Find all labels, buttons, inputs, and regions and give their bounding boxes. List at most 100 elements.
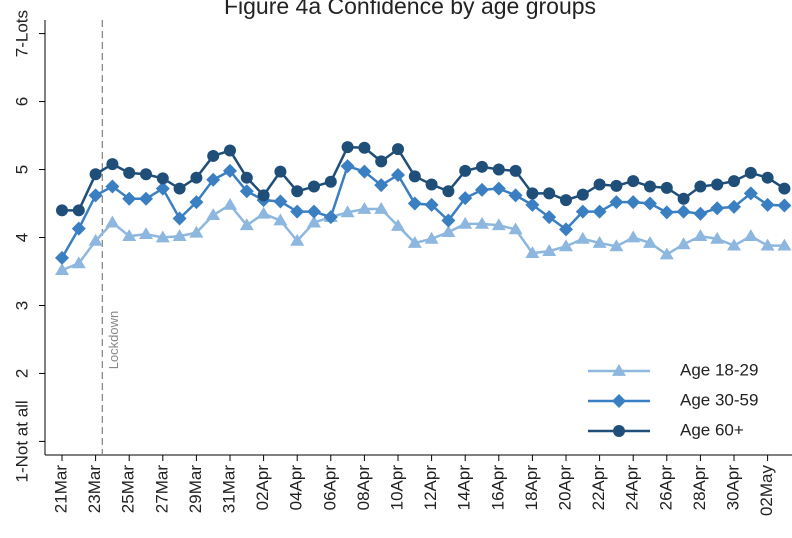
data-point [190, 171, 203, 184]
data-point [525, 197, 540, 212]
x-tick-label: 12Apr [421, 465, 440, 511]
data-point [256, 206, 271, 219]
data-point [273, 194, 288, 209]
x-tick-label: 29Mar [186, 465, 205, 514]
data-point [575, 204, 590, 219]
x-tick-label: 21Mar [51, 465, 70, 514]
data-point [710, 201, 725, 216]
x-tick-label: 26Apr [656, 465, 675, 511]
data-point [375, 155, 388, 168]
data-point [441, 225, 456, 237]
data-point [140, 168, 152, 181]
data-point [55, 250, 69, 265]
legend-label: Age 60+ [680, 420, 744, 439]
data-point [189, 195, 204, 210]
data-point [239, 184, 254, 199]
data-point [172, 211, 187, 226]
data-point [224, 144, 236, 157]
y-tick-label: 7-Lots [12, 10, 31, 57]
data-point [88, 188, 103, 203]
data-point [341, 141, 354, 154]
data-point [442, 185, 455, 198]
data-point [155, 181, 170, 196]
data-point [458, 191, 473, 206]
data-point [105, 215, 120, 228]
annotation: Lockdown [106, 311, 121, 370]
y-tick-label: 2 [12, 369, 31, 378]
x-tick-label: 22Apr [589, 465, 608, 511]
data-point [778, 182, 791, 195]
legend-marker [612, 364, 626, 376]
data-point [743, 186, 758, 201]
data-point [609, 195, 624, 210]
legend-marker [613, 425, 625, 437]
data-point [374, 178, 389, 193]
data-point [105, 179, 120, 194]
x-tick-label: 30Apr [723, 465, 742, 511]
x-tick-label: 18Apr [522, 465, 541, 511]
data-point [643, 235, 657, 248]
data-point [727, 199, 741, 214]
data-point [476, 160, 488, 173]
data-point [139, 227, 153, 240]
data-point [307, 215, 321, 228]
data-point [542, 210, 557, 225]
data-point [592, 235, 607, 248]
x-tick-label: 14Apr [455, 465, 474, 511]
data-point [257, 189, 270, 202]
data-point [274, 165, 287, 178]
data-point [307, 204, 321, 219]
data-point [710, 231, 725, 244]
data-point [357, 164, 372, 179]
data-point [575, 231, 590, 244]
data-point [559, 222, 573, 237]
x-tick-label: 04Apr [287, 465, 306, 511]
data-point [223, 197, 237, 210]
data-point [492, 163, 505, 176]
data-point [308, 180, 320, 193]
data-point [106, 158, 119, 171]
data-point [777, 238, 792, 251]
data-point [508, 188, 523, 203]
data-point [559, 239, 573, 252]
chart-title: Figure 4a Confidence by age groups [224, 0, 596, 19]
data-point [693, 206, 708, 221]
x-tick-label: 10Apr [387, 465, 406, 511]
data-point [424, 197, 439, 212]
data-point [627, 175, 640, 188]
data-point [189, 225, 204, 238]
data-point [391, 167, 405, 182]
data-point [659, 247, 674, 260]
x-tick-label: 31Mar [219, 465, 238, 514]
data-point [273, 213, 288, 226]
data-point [659, 205, 674, 220]
data-point [543, 187, 556, 200]
data-point [475, 216, 489, 229]
data-point [173, 182, 186, 195]
x-tick-label: 06Apr [320, 465, 339, 511]
data-point [291, 185, 304, 198]
y-tick-label: 3 [12, 301, 31, 310]
x-tick-label: 27Mar [152, 465, 171, 514]
x-tick-label: 08Apr [354, 465, 373, 511]
data-point [223, 163, 237, 178]
data-point [761, 171, 774, 184]
legend-label: Age 30-59 [680, 390, 758, 409]
data-point [155, 230, 170, 243]
y-tick-label: 6 [12, 97, 31, 106]
data-point [358, 141, 371, 154]
data-point [340, 205, 355, 218]
x-tick-label: 02May [757, 465, 776, 517]
data-point [89, 168, 102, 181]
y-tick-label: 4 [12, 233, 31, 242]
data-point [123, 166, 136, 179]
data-point [71, 256, 86, 269]
data-point [660, 181, 673, 194]
data-point [676, 237, 691, 250]
data-point [156, 172, 169, 185]
data-point [424, 231, 439, 244]
data-point [55, 263, 69, 276]
data-point [290, 233, 305, 246]
data-point [290, 204, 305, 219]
data-point [526, 187, 539, 200]
